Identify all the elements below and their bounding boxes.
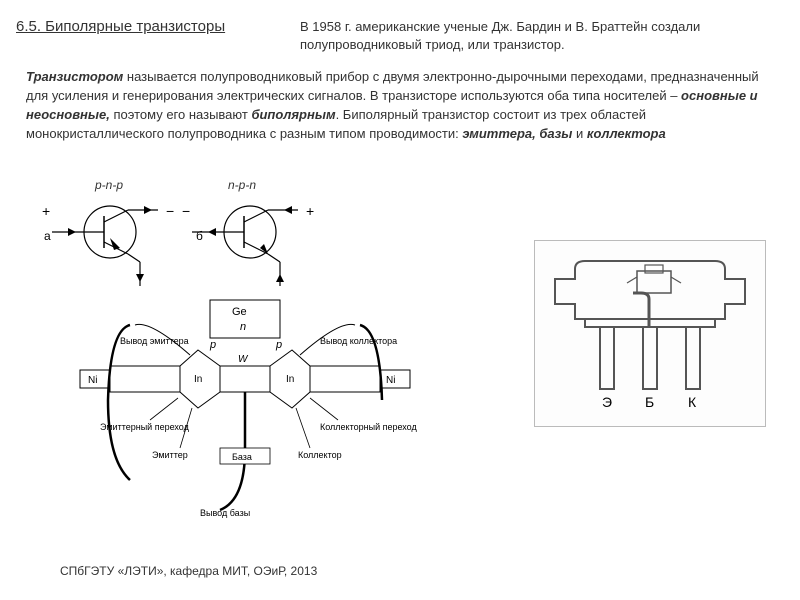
svg-text:Коллектор: Коллектор <box>298 450 342 460</box>
svg-text:In: In <box>286 374 294 385</box>
svg-text:In: In <box>194 374 202 385</box>
svg-text:Коллекторный переход: Коллекторный переход <box>320 422 417 432</box>
def-parts: эмиттера, базы <box>462 126 572 141</box>
svg-text:Вывод эмиттера: Вывод эмиттера <box>120 336 189 346</box>
b-id: б <box>196 229 203 243</box>
svg-text:−: − <box>166 203 174 219</box>
def-text-1: называется полупроводниковый прибор с дв… <box>26 69 759 103</box>
def-bipolar: биполярным <box>251 107 335 122</box>
svg-text:Вывод коллектора: Вывод коллектора <box>320 336 397 346</box>
svg-text:W: W <box>238 354 249 365</box>
definition-term: Транзистором <box>26 69 123 84</box>
svg-text:Ni: Ni <box>88 375 97 386</box>
footer-credit: СПбГЭТУ «ЛЭТИ», кафедра МИТ, ОЭиР, 2013 <box>60 564 317 578</box>
definition-paragraph: Транзистором называется полупроводниковы… <box>26 68 770 143</box>
svg-text:p: p <box>209 339 216 351</box>
section-title: 6.5. Биполярные транзисторы <box>16 18 225 35</box>
transistor-diagram: + − а − + б Ge n W <box>20 190 500 530</box>
npn-symbol: − + <box>182 203 314 286</box>
svg-text:Эмиттер: Эмиттер <box>152 450 188 460</box>
terminal-e: Э <box>602 394 612 410</box>
def-and: и <box>572 126 587 141</box>
terminal-k: К <box>688 394 697 410</box>
svg-text:База: База <box>232 452 252 462</box>
svg-text:−: − <box>182 203 190 219</box>
svg-text:n: n <box>240 321 246 333</box>
svg-text:+: + <box>42 203 50 219</box>
svg-text:Ge: Ge <box>232 306 247 318</box>
history-note: В 1958 г. американские ученые Дж. Бардин… <box>300 18 770 53</box>
svg-text:p: p <box>275 339 282 351</box>
terminal-b: Б <box>645 394 654 410</box>
svg-text:+: + <box>306 203 314 219</box>
cross-section: Ge n W In In p p Ni Ni Вывод эмиттера Вы… <box>80 300 417 518</box>
device-cutaway: Э Б К <box>534 240 766 427</box>
def-collector: коллектора <box>587 126 666 141</box>
a-id: а <box>44 229 51 243</box>
def-text-2: поэтому его называют <box>110 107 252 122</box>
svg-text:Ni: Ni <box>386 375 395 386</box>
svg-text:Эмиттерный переход: Эмиттерный переход <box>100 422 190 432</box>
svg-text:Вывод базы: Вывод базы <box>200 508 250 518</box>
pnp-symbol: + − <box>42 203 174 286</box>
